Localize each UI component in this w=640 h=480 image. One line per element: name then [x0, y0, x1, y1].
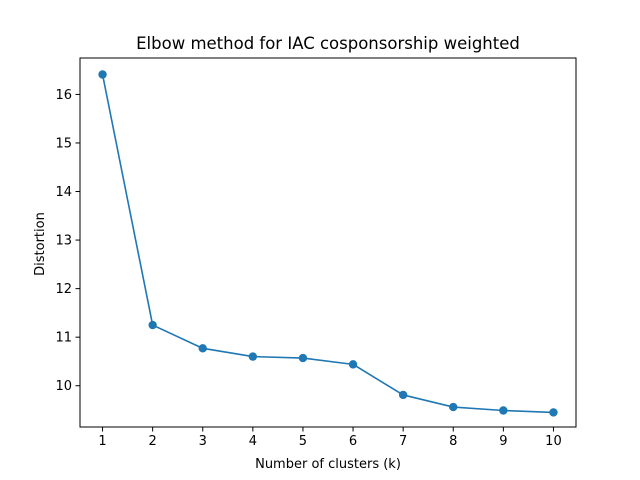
x-tick-label: 4 — [249, 434, 257, 449]
data-point — [549, 408, 558, 417]
x-tick-label: 8 — [449, 434, 457, 449]
y-tick-label: 16 — [55, 88, 72, 103]
x-tick-label: 1 — [98, 434, 106, 449]
x-tick-label: 7 — [399, 434, 407, 449]
data-point — [449, 402, 458, 412]
axes-frame — [79, 57, 577, 428]
data-point — [298, 353, 308, 363]
x-tick-label: 5 — [299, 434, 307, 449]
y-axis-label: Distortion — [33, 212, 48, 276]
y-tick-label: 13 — [55, 234, 72, 249]
chart-title: Elbow method for IAC cosponsorship weigh… — [136, 34, 520, 53]
data-point — [198, 344, 207, 353]
y-tick-label: 11 — [55, 331, 72, 346]
data-point — [248, 352, 258, 361]
y-tick-label: 15 — [55, 136, 72, 151]
data-point — [499, 406, 508, 415]
data-point — [398, 390, 408, 400]
data-point — [98, 70, 107, 79]
data-point — [348, 360, 358, 369]
y-tick-label: 14 — [55, 185, 72, 200]
x-axis-label: Number of clusters (k) — [255, 457, 401, 472]
series-line — [101, 73, 555, 414]
y-tick-label: 12 — [55, 282, 72, 297]
x-tick-label: 9 — [499, 434, 507, 449]
x-tick-label: 6 — [349, 434, 357, 449]
x-tick-label: 3 — [199, 434, 207, 449]
x-tick-label: 10 — [545, 434, 562, 449]
y-tick-label: 10 — [55, 379, 72, 394]
x-tick-label: 2 — [149, 434, 157, 449]
data-point — [148, 320, 157, 330]
